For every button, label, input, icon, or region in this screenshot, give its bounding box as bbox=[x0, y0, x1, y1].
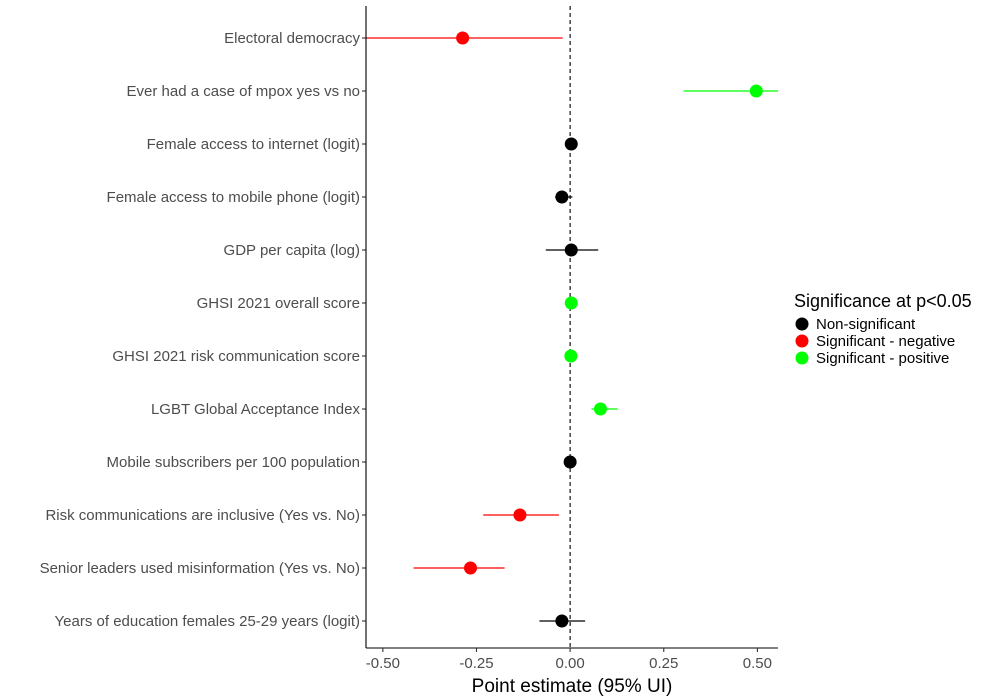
point-estimate bbox=[555, 190, 569, 204]
x-tick-label: 0.50 bbox=[743, 655, 772, 672]
legend-swatch bbox=[795, 351, 809, 365]
legend-label: Non-significant bbox=[816, 316, 916, 333]
category-label: Ever had a case of mpox yes vs no bbox=[127, 83, 360, 100]
point-estimate bbox=[564, 137, 578, 151]
category-label: Senior leaders used misinformation (Yes … bbox=[40, 560, 360, 577]
point-estimate bbox=[513, 508, 527, 522]
legend-label: Significant - negative bbox=[816, 333, 955, 350]
point-estimate bbox=[564, 349, 578, 363]
point-estimates bbox=[456, 31, 763, 628]
x-axis-ticks: -0.50 -0.25 0.00 0.25 0.50 bbox=[366, 648, 772, 672]
category-label: Risk communications are inclusive (Yes v… bbox=[45, 507, 360, 524]
x-tick-label: -0.25 bbox=[459, 655, 493, 672]
x-tick-label: -0.50 bbox=[366, 655, 400, 672]
legend: Significance at p<0.05 Non-significantSi… bbox=[794, 291, 972, 367]
x-tick-label: 0.00 bbox=[556, 655, 585, 672]
legend-swatch bbox=[795, 317, 809, 331]
legend-swatch bbox=[795, 334, 809, 348]
legend-title: Significance at p<0.05 bbox=[794, 291, 972, 311]
category-label: Mobile subscribers per 100 population bbox=[107, 454, 360, 471]
category-labels: Electoral democracy Ever had a case of mp… bbox=[40, 30, 361, 630]
category-label: Female access to mobile phone (logit) bbox=[107, 189, 360, 206]
point-estimate bbox=[456, 31, 470, 45]
point-estimate bbox=[555, 614, 569, 628]
point-estimate bbox=[564, 296, 578, 310]
point-estimate bbox=[564, 243, 578, 257]
point-estimate bbox=[593, 402, 607, 416]
category-label: LGBT Global Acceptance Index bbox=[151, 401, 361, 418]
x-axis-title: Point estimate (95% UI) bbox=[472, 676, 673, 697]
axes bbox=[365, 6, 778, 649]
point-estimate bbox=[749, 84, 763, 98]
category-label: GDP per capita (log) bbox=[224, 242, 360, 259]
uncertainty-intervals bbox=[366, 37, 778, 622]
category-label: Electoral democracy bbox=[224, 30, 360, 47]
category-label: GHSI 2021 overall score bbox=[197, 295, 360, 312]
point-estimate bbox=[463, 561, 477, 575]
legend-label: Significant - positive bbox=[816, 350, 949, 367]
category-label: Years of education females 25-29 years (… bbox=[55, 613, 360, 630]
y-axis-ticks bbox=[362, 37, 366, 622]
category-label: Female access to internet (logit) bbox=[147, 136, 360, 153]
x-tick-label: 0.25 bbox=[649, 655, 678, 672]
point-estimate bbox=[563, 455, 577, 469]
category-label: GHSI 2021 risk communication score bbox=[112, 348, 360, 365]
